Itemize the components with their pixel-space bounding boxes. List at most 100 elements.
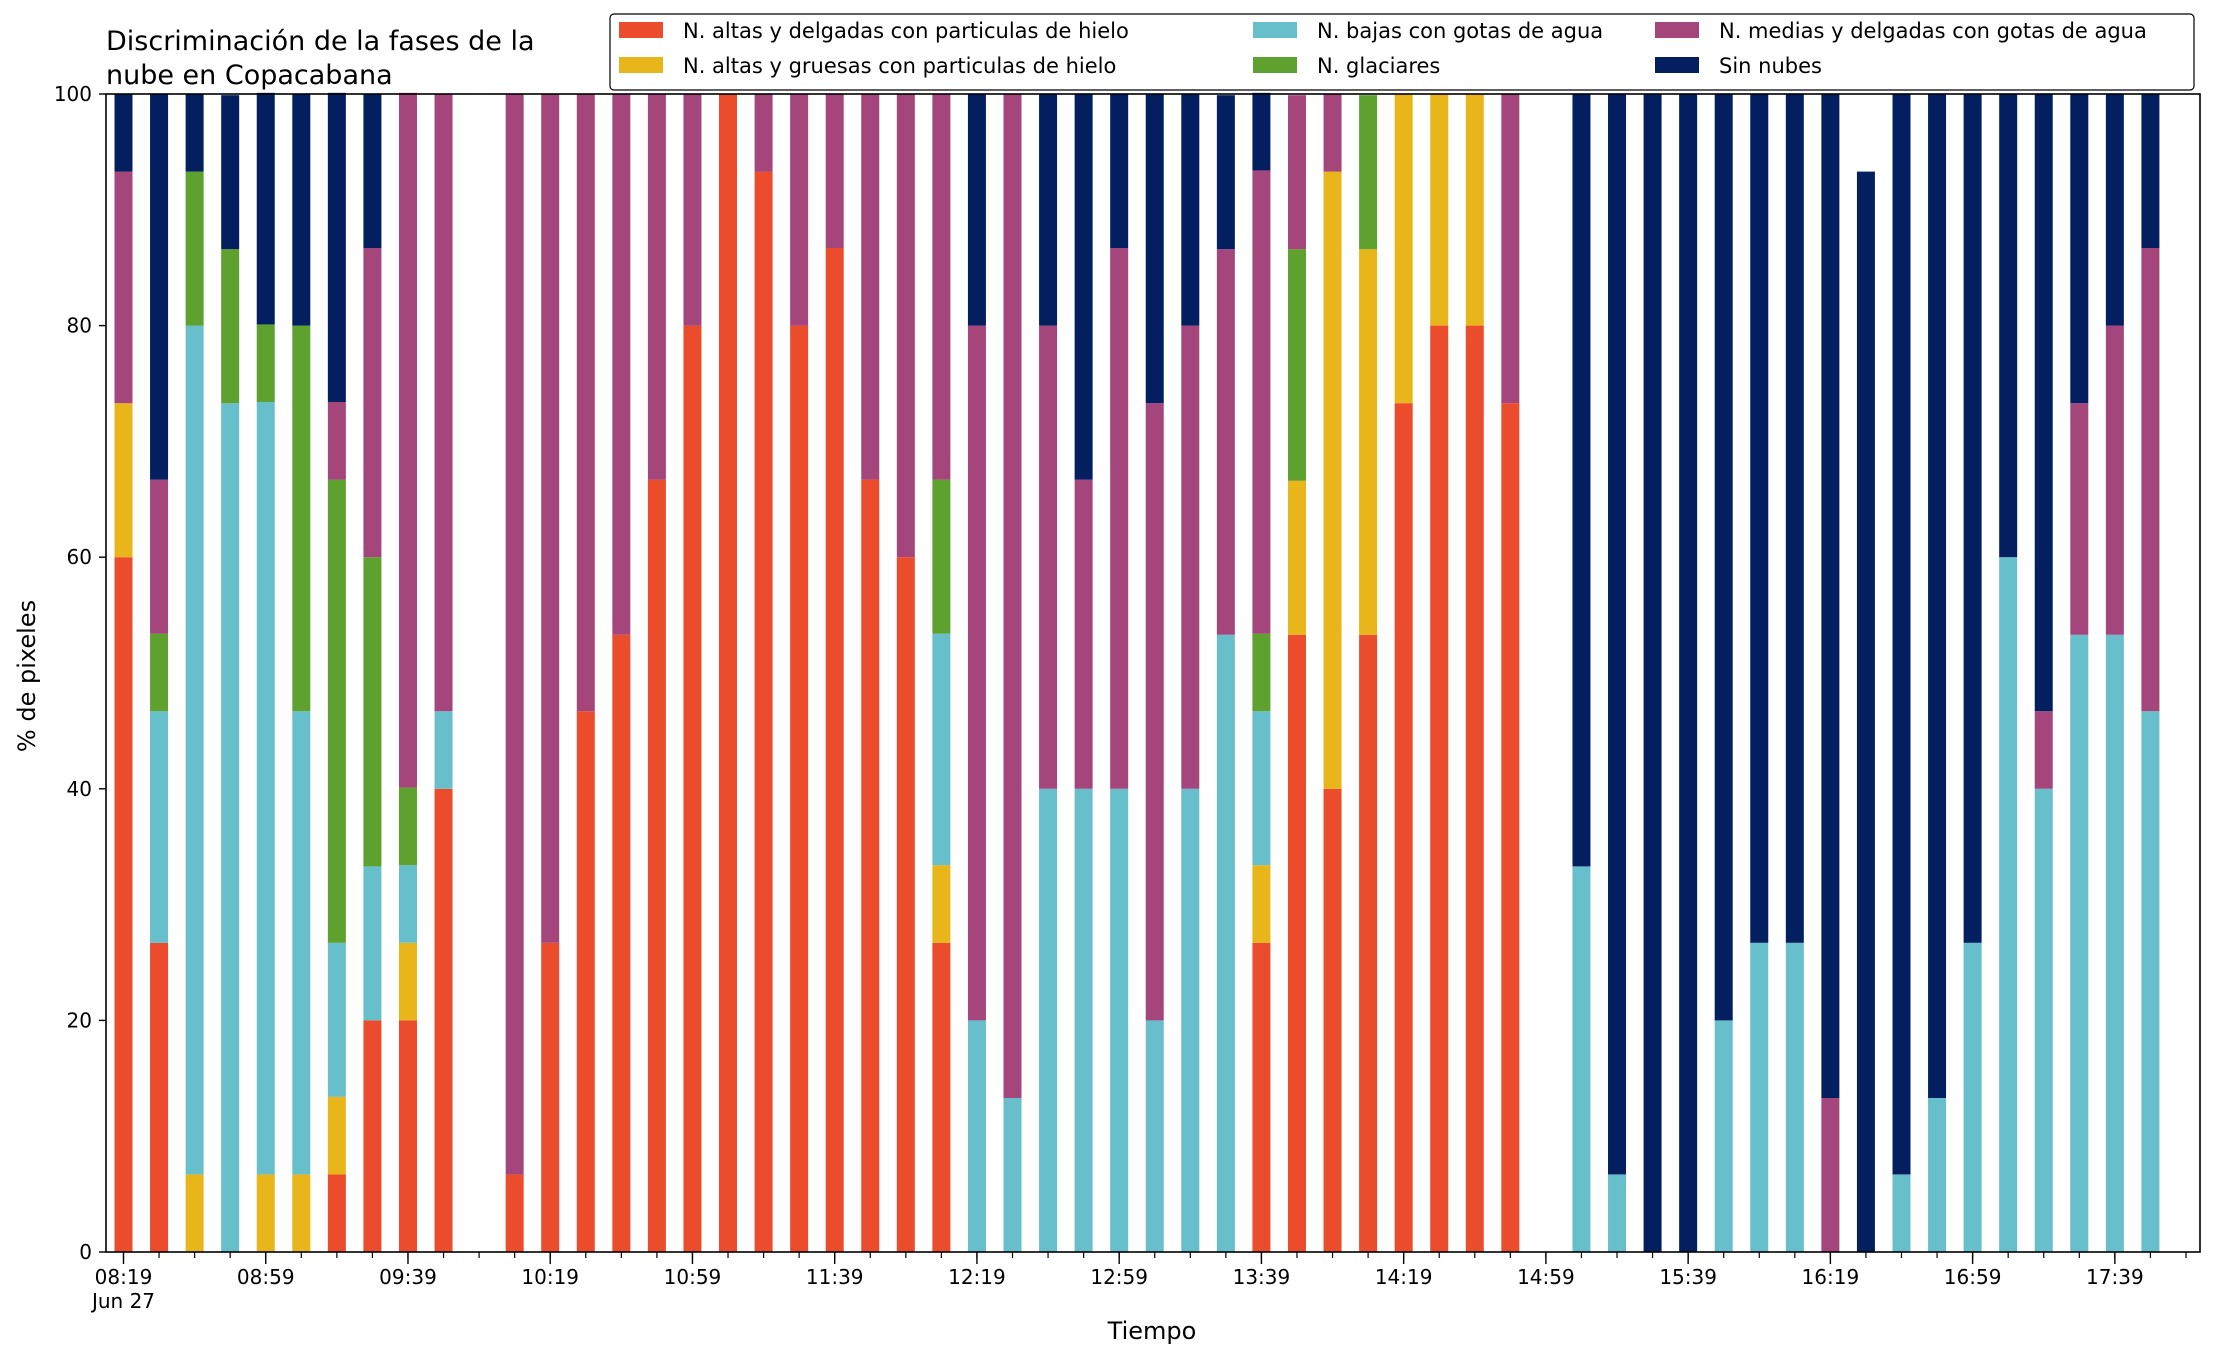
bar-segment — [1145, 94, 1164, 404]
bar-segment — [1359, 249, 1378, 635]
bar-segment — [221, 249, 240, 404]
legend-swatch — [1655, 57, 1699, 73]
bar-segment — [1821, 1097, 1840, 1252]
y-tick-label: 100 — [54, 82, 92, 106]
bar-segment — [150, 94, 169, 480]
bar-segment — [434, 94, 453, 712]
legend-label: N. altas y delgadas con particulas de hi… — [683, 19, 1129, 43]
bar-segment — [1039, 94, 1058, 326]
legend-label: N. altas y gruesas con particulas de hie… — [683, 54, 1116, 78]
bar-segment — [1928, 94, 1947, 1098]
bar-segment — [114, 403, 133, 558]
x-tick-label: 10:19 — [521, 1265, 579, 1289]
bar-segment — [1252, 633, 1271, 712]
bar-segment — [1287, 480, 1306, 635]
y-tick-label: 80 — [67, 314, 92, 338]
bar-segment — [1252, 711, 1271, 866]
y-tick-label: 20 — [67, 1008, 92, 1032]
bar-segment — [967, 94, 986, 326]
bar-segment — [185, 171, 204, 326]
bar-segment — [1323, 171, 1342, 789]
bar-segment — [1394, 403, 1413, 1252]
bar-segment — [896, 94, 915, 558]
bar-segment — [1430, 325, 1449, 1253]
bar-segment — [1181, 325, 1200, 789]
bar-segment — [1501, 403, 1520, 1252]
bar-segment — [2070, 403, 2089, 635]
bar-segment — [2034, 94, 2053, 712]
bar-segment — [2105, 94, 2124, 326]
bar-segment — [790, 325, 809, 1253]
x-tick-label: 16:19 — [1802, 1265, 1860, 1289]
bar-segment — [1252, 170, 1271, 634]
bar-segment — [932, 633, 951, 866]
bar-segment — [719, 94, 738, 1252]
bar-segment — [967, 325, 986, 1021]
bar-segment — [2034, 788, 2053, 1252]
x-tick-label: 09:39 — [379, 1265, 437, 1289]
bar-segment — [327, 92, 346, 403]
bar-segment — [1287, 95, 1306, 250]
legend-label: Sin nubes — [1719, 54, 1822, 78]
legend-swatch — [619, 57, 663, 73]
x-tick-label: 12:59 — [1090, 1265, 1148, 1289]
bar-segment — [363, 557, 382, 867]
bar-segment — [1643, 94, 1662, 1252]
bar-segment — [1216, 95, 1235, 250]
bar-segment — [1430, 94, 1449, 326]
bar-segment — [221, 403, 240, 1252]
bar-segment — [398, 1020, 417, 1252]
bar-segment — [1608, 94, 1627, 1175]
bar-segment — [327, 479, 346, 943]
bar-segment — [2070, 94, 2089, 404]
bar-segment — [2141, 248, 2160, 712]
bar-segment — [327, 402, 346, 480]
bar-segment — [1287, 634, 1306, 1252]
bar-segment — [2141, 94, 2160, 249]
bar-segment — [363, 866, 382, 1021]
bar-segment — [1252, 942, 1271, 1252]
bar-segment — [541, 942, 560, 1252]
bar-segment — [1963, 942, 1982, 1252]
bar-segment — [1003, 1097, 1022, 1252]
bar-segment — [1999, 557, 2018, 1252]
y-tick-label: 40 — [67, 777, 92, 801]
bar-segment — [505, 94, 524, 1175]
bar-segment — [150, 479, 169, 634]
bar-segment — [1572, 94, 1591, 867]
x-tick-label: 12:19 — [948, 1265, 1006, 1289]
bar-segment — [647, 94, 666, 480]
bar-segment — [256, 92, 275, 325]
bar-segment — [1359, 634, 1378, 1252]
bar-segment — [2034, 711, 2053, 789]
bar-segment — [256, 1174, 275, 1252]
bar-segment — [1039, 325, 1058, 789]
bar-segment — [1110, 94, 1129, 249]
bar-segment — [114, 557, 133, 1252]
bar-segment — [932, 479, 951, 634]
bar-segment — [932, 942, 951, 1252]
bar-segment — [292, 325, 311, 712]
bar-segment — [1999, 94, 2018, 558]
bar-segment — [2105, 634, 2124, 1252]
bar-segment — [505, 1174, 524, 1252]
bar-segment — [2105, 325, 2124, 635]
bar-segment — [1252, 92, 1271, 171]
x-tick-label: 10:59 — [664, 1265, 722, 1289]
bar-segment — [754, 94, 773, 172]
bar-segment — [1892, 94, 1911, 1175]
bar-segment — [932, 94, 951, 480]
bar-segment — [1750, 942, 1769, 1252]
x-axis-label: Tiempo — [1107, 1317, 1197, 1345]
bar-segment — [398, 942, 417, 1021]
bar-segment — [1714, 94, 1733, 1021]
bar-segment — [1323, 788, 1342, 1252]
legend-label: N. medias y delgadas con gotas de agua — [1719, 19, 2147, 43]
bar-segment — [1074, 94, 1093, 480]
bar-segment — [790, 94, 809, 326]
bar-segment — [1465, 94, 1484, 326]
x-tick-label: 15:39 — [1659, 1265, 1717, 1289]
bar-segment — [1394, 94, 1413, 404]
